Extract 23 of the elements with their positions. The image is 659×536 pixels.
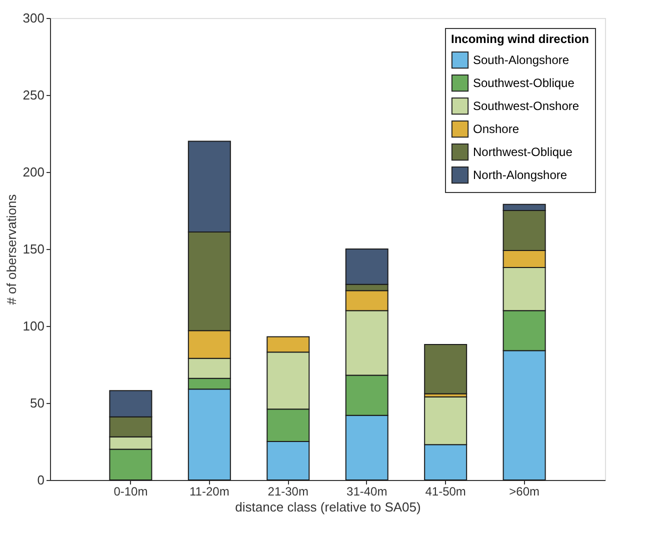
legend-label: Northwest-Oblique bbox=[473, 145, 573, 159]
x-tick-label: 41-50m bbox=[425, 484, 466, 498]
legend-title: Incoming wind direction bbox=[451, 32, 589, 46]
x-tick-label: 21-30m bbox=[268, 484, 308, 498]
legend-label: North-Alongshore bbox=[473, 168, 568, 182]
y-tick-label: 150 bbox=[22, 242, 44, 256]
bar bbox=[424, 344, 468, 394]
legend-label: Southwest-Oblique bbox=[473, 76, 575, 90]
legend-label: Southwest-Onshore bbox=[473, 99, 580, 113]
y-tick-label: 200 bbox=[22, 164, 44, 180]
y-axis-title: # of oberservations bbox=[4, 194, 19, 305]
y-tick-label: 300 bbox=[22, 10, 44, 26]
x-axis-title: distance class (relative to SA05) bbox=[235, 500, 421, 514]
y-tick-label: 100 bbox=[22, 318, 44, 334]
y-tick-label: 0 bbox=[37, 472, 44, 488]
y-tick-label: 250 bbox=[22, 88, 44, 102]
legend-label: Onshore bbox=[473, 122, 520, 136]
x-tick-label: 31-40m bbox=[346, 484, 388, 498]
legend-label: South-Alongshore bbox=[473, 53, 570, 67]
x-tick-label: 11-20m bbox=[190, 484, 230, 498]
x-tick-label: 0-10m bbox=[114, 484, 148, 498]
x-tick-label: >60m bbox=[509, 484, 540, 498]
y-tick-label: 50 bbox=[30, 396, 44, 410]
